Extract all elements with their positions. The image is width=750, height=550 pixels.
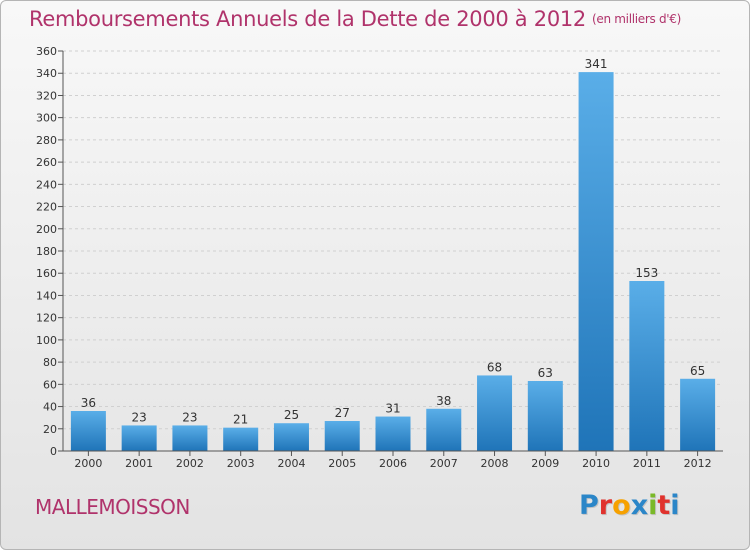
data-label: 21	[233, 413, 248, 427]
chart-unit: (en milliers d'€)	[592, 12, 682, 26]
y-tick-label: 300	[36, 112, 57, 125]
logo-letter: t	[657, 490, 671, 521]
x-tick-label: 2006	[379, 457, 407, 470]
x-tick-label: 2008	[481, 457, 509, 470]
chart-title-text: Remboursements Annuels de la Dette de 20…	[29, 7, 586, 31]
bar	[629, 281, 665, 451]
x-tick-label: 2004	[277, 457, 305, 470]
y-tick-label: 220	[36, 201, 57, 214]
logo-letter: x	[630, 490, 649, 521]
bar	[324, 421, 360, 451]
y-tick-label: 340	[36, 67, 57, 80]
data-label: 341	[585, 57, 608, 71]
bar	[223, 427, 259, 451]
data-label: 38	[436, 394, 451, 408]
data-label: 153	[635, 266, 658, 280]
y-tick-label: 60	[43, 378, 57, 391]
logo-letter: r	[598, 490, 613, 521]
x-tick-label: 2005	[328, 457, 356, 470]
data-label: 36	[81, 396, 96, 410]
bar	[273, 423, 309, 451]
logo-letter: i	[670, 490, 680, 521]
bar	[578, 72, 614, 451]
x-tick-label: 2001	[125, 457, 153, 470]
y-tick-label: 100	[36, 334, 57, 347]
bar	[426, 408, 462, 451]
bar	[121, 425, 157, 451]
y-tick-label: 320	[36, 89, 57, 102]
y-tick-label: 40	[43, 401, 57, 414]
x-tick-label: 2009	[531, 457, 559, 470]
data-label: 31	[385, 402, 400, 416]
proxiti-logo[interactable]: Proxiti	[579, 490, 680, 521]
data-label: 68	[487, 360, 502, 374]
x-tick-label: 2010	[582, 457, 610, 470]
y-tick-label: 120	[36, 312, 57, 325]
y-tick-label: 280	[36, 134, 57, 147]
data-label: 25	[284, 408, 299, 422]
data-label: 65	[690, 364, 705, 378]
x-tick-label: 2011	[633, 457, 661, 470]
chart-title: Remboursements Annuels de la Dette de 20…	[29, 7, 681, 31]
commune-name: MALLEMOISSON	[35, 495, 190, 519]
y-tick-label: 200	[36, 223, 57, 236]
x-tick-label: 2000	[74, 457, 102, 470]
y-tick-label: 140	[36, 289, 57, 302]
y-tick-label: 20	[43, 423, 57, 436]
data-label: 27	[335, 406, 350, 420]
bar	[477, 375, 513, 451]
bar	[375, 416, 411, 451]
bar	[680, 378, 716, 451]
bars: 36 23 23 21 25 27 31 38 68 63 341 153 65	[70, 57, 716, 451]
bar	[70, 411, 106, 451]
y-tick-label: 180	[36, 245, 57, 258]
y-tick-label: 160	[36, 267, 57, 280]
bar	[172, 425, 208, 451]
y-tick-label: 0	[50, 445, 57, 458]
x-tick-label: 2012	[684, 457, 712, 470]
y-tick-label: 80	[43, 356, 57, 369]
bar-chart: 36 23 23 21 25 27 31 38 68 63 341 153 65 0 20 40 60 80 10…	[36, 45, 723, 470]
data-label: 63	[538, 366, 553, 380]
logo-letter: P	[579, 490, 599, 521]
x-tick-label: 2002	[176, 457, 204, 470]
y-tick-label: 240	[36, 178, 57, 191]
y-tick-label: 260	[36, 156, 57, 169]
x-tick-label: 2007	[430, 457, 458, 470]
logo-letter: o	[612, 490, 631, 521]
axes: 0 20 40 60 80 100 120 140 160 180 200 220 240 260 280 3…	[36, 45, 723, 470]
data-label: 23	[182, 410, 197, 424]
data-label: 23	[132, 410, 147, 424]
x-tick-label: 2003	[227, 457, 255, 470]
y-tick-label: 360	[36, 45, 57, 58]
logo-letter: i	[648, 490, 658, 521]
bar	[527, 381, 563, 451]
grid	[63, 50, 723, 452]
